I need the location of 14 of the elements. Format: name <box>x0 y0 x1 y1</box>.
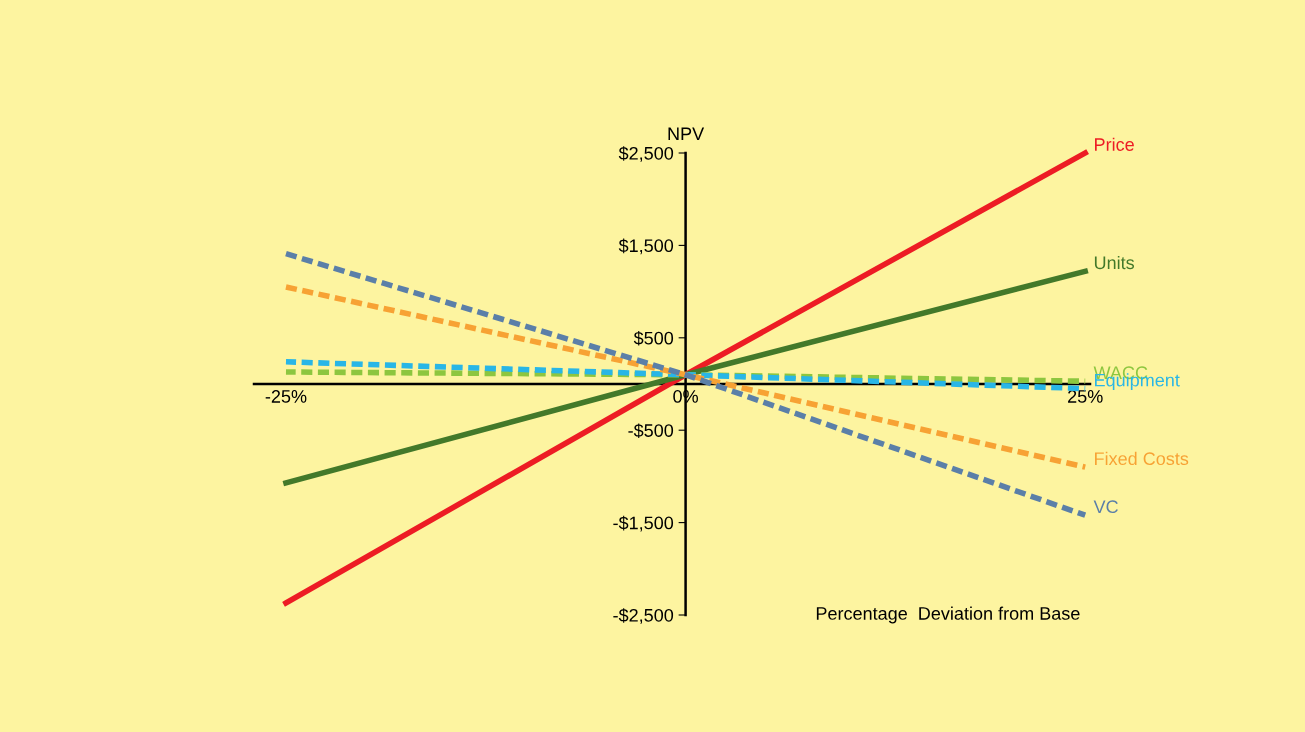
y-tick-label: $1,500 <box>618 238 674 255</box>
x-tick-label: -25% <box>265 390 307 403</box>
y-tick-label: -$2,500 <box>613 608 674 624</box>
series-label: Fixed Costs <box>1095 451 1189 466</box>
y-tick-label: $500 <box>633 330 674 346</box>
y-axis-title: NPV <box>668 127 705 141</box>
series-label: Price <box>1095 137 1134 151</box>
y-tick-label: -$500 <box>628 423 674 438</box>
y-tick-label: $2,500 <box>618 146 674 162</box>
series-label: VC <box>1093 500 1118 514</box>
y-tick-label: -$1,500 <box>613 515 674 532</box>
x-tick-label: 25% <box>1068 390 1103 403</box>
x-axis-title: Percentage Deviation from Base <box>816 606 1080 624</box>
series-label: Units <box>1094 255 1135 270</box>
